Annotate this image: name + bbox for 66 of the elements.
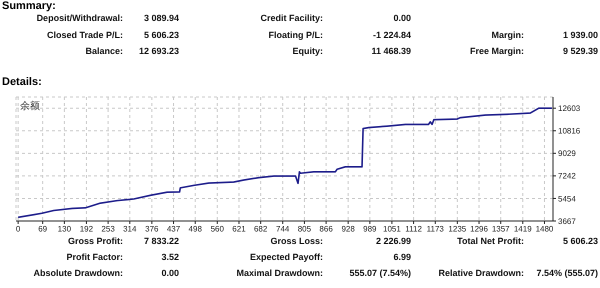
text: 7 833.22 — [144, 236, 179, 246]
x-tick-label: 69 — [38, 224, 48, 234]
x-tick-label: 866 — [319, 224, 334, 234]
x-tick-label: 682 — [254, 224, 268, 234]
x-tick-label: 805 — [298, 224, 312, 234]
text: Maximal Drawdown: — [236, 268, 323, 278]
text: Relative Drawdown: — [438, 268, 524, 278]
text: Equity: — [292, 46, 323, 56]
text: Closed Trade P/L: — [46, 30, 123, 40]
x-tick-label: 1051 — [383, 224, 402, 234]
x-tick-label: 928 — [341, 224, 356, 234]
text: Deposit/Withdrawal: — [36, 13, 123, 23]
y-tick-label: 9029 — [558, 149, 576, 158]
x-tick-label: 989 — [363, 224, 378, 234]
text: Total Net Profit: — [457, 236, 524, 246]
text: Floating P/L: — [268, 30, 323, 40]
text: 5 606.23 — [144, 30, 179, 40]
text: 2 226.99 — [376, 236, 411, 246]
x-tick-label: 1112 — [405, 224, 422, 234]
text: 3.52 — [161, 252, 179, 262]
y-tick-label: 3667 — [558, 216, 576, 226]
text: 余额 — [20, 100, 40, 113]
y-tick-label: 5454 — [558, 194, 576, 204]
x-tick-label: 1173 — [426, 224, 444, 234]
x-tick-label: 621 — [232, 224, 246, 234]
text: 555.07 (7.54%) — [349, 268, 411, 278]
x-tick-label: 560 — [210, 224, 225, 234]
x-tick-label: 437 — [166, 224, 181, 234]
x-tick-label: 1419 — [514, 224, 532, 234]
text: Absolute Drawdown: — [34, 268, 123, 278]
text: Expected Payoff: — [250, 252, 323, 262]
text: Gross Profit: — [68, 236, 123, 246]
text: Balance: — [85, 46, 123, 56]
x-tick-label: 0 — [16, 224, 21, 234]
text: Gross Loss: — [270, 236, 323, 246]
x-tick-label: 1235 — [448, 224, 467, 234]
x-tick-label: 376 — [145, 224, 160, 234]
text: 0.00 — [393, 13, 411, 23]
x-tick-label: 314 — [123, 224, 138, 234]
text: Summary: — [2, 0, 56, 12]
x-tick-label: 744 — [276, 224, 290, 234]
x-tick-label: 192 — [80, 224, 94, 234]
text: 0.00 — [161, 268, 179, 278]
text: 6.99 — [393, 252, 411, 262]
x-tick-label: 498 — [188, 224, 202, 234]
text: Credit Facility: — [260, 13, 323, 23]
text: 3 089.94 — [144, 13, 179, 23]
x-tick-label: 253 — [101, 224, 116, 234]
text: 7.54% (555.07) — [536, 268, 598, 278]
text: 11 468.39 — [371, 46, 411, 56]
y-tick-label: 12603 — [558, 104, 581, 114]
x-tick-label: 1357 — [492, 224, 510, 234]
x-tick-label: 1296 — [470, 224, 488, 234]
text: Profit Factor: — [66, 252, 123, 262]
x-tick-label: 1480 — [536, 224, 554, 234]
text: 9 529.39 — [562, 46, 598, 56]
y-tick-label: 10816 — [558, 126, 581, 136]
text: 5 606.23 — [562, 236, 598, 246]
text: -1 224.84 — [372, 30, 411, 40]
text: 12 693.23 — [138, 46, 179, 56]
x-tick-label: 130 — [58, 224, 72, 234]
text: 1 939.00 — [562, 30, 598, 40]
text: Details: — [2, 76, 42, 88]
y-tick-label: 7242 — [558, 172, 576, 181]
text: Margin: — [492, 30, 524, 40]
text: Free Margin: — [470, 46, 524, 56]
